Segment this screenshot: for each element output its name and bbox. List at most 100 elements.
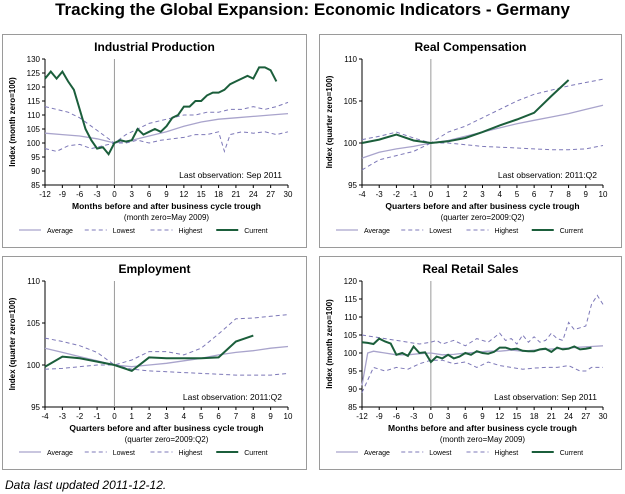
x-tick-label: -2	[76, 412, 84, 421]
legend-label-lowest: Lowest	[113, 228, 135, 235]
x-axis-label: Quarters before and after business cycle…	[69, 423, 263, 433]
y-tick-label: 105	[27, 319, 41, 328]
x-axis-label: Months before and after business cycle t…	[72, 201, 261, 211]
x-tick-label: 2	[463, 190, 468, 199]
x-tick-label: 0	[429, 412, 434, 421]
series-line-lowest	[44, 364, 289, 376]
x-tick-label: 4	[497, 190, 502, 199]
legend-label-highest: Highest	[495, 228, 519, 235]
legend-label-current: Current	[560, 450, 583, 457]
series-line-current	[361, 337, 592, 364]
x-axis-sublabel: (month zero=May 2009)	[440, 435, 525, 444]
x-tick-label: -3	[59, 412, 67, 421]
y-tick-label: 125	[27, 69, 41, 78]
legend-label-lowest: Lowest	[429, 450, 451, 457]
x-tick-label: -4	[358, 190, 366, 199]
series-line-lowest	[44, 131, 289, 154]
y-tick-label: 120	[27, 83, 41, 92]
y-tick-label: 130	[27, 55, 41, 64]
x-tick-label: -9	[59, 190, 67, 199]
x-tick-label: 8	[566, 190, 571, 199]
last-observation-note: Last observation: Sep 2011	[179, 170, 282, 180]
x-tick-label: 2	[147, 412, 152, 421]
x-tick-label: -1	[410, 190, 418, 199]
x-tick-label: 15	[197, 190, 206, 199]
series-line-current	[361, 79, 570, 145]
x-tick-label: 1	[130, 412, 135, 421]
x-axis-sublabel: (month zero=May 2009)	[124, 213, 209, 222]
y-axis-label: Index (month zero=100)	[325, 299, 334, 389]
x-tick-label: 21	[231, 190, 240, 199]
y-tick-label: 105	[344, 331, 358, 340]
x-tick-label: 1	[446, 190, 451, 199]
chart-panel-real-retail-sales: Real Retail Sales Index (month zero=100) 8…	[319, 256, 622, 470]
y-tick-label: 110	[27, 277, 40, 286]
y-axis-label: Index (quarter zero=100)	[8, 297, 17, 390]
y-tick-label: 95	[348, 367, 357, 376]
y-axis-label: Index (quarter zero=100)	[325, 75, 334, 168]
legend-label-average: Average	[47, 450, 73, 457]
series-line-lowest	[361, 359, 603, 393]
x-tick-label: 21	[547, 412, 556, 421]
y-tick-label: 100	[344, 139, 358, 148]
series-line-highest	[361, 78, 604, 144]
chart-panel-real-compensation: Real Compensation Index (quarter zero=100…	[319, 34, 622, 248]
chart-title: Industrial Production	[94, 40, 215, 54]
x-tick-label: -9	[376, 412, 384, 421]
y-tick-label: 100	[344, 349, 358, 358]
legend-label-current: Current	[560, 228, 583, 235]
x-tick-label: 9	[268, 412, 273, 421]
legend-label-highest: Highest	[179, 228, 203, 235]
series-line-average	[361, 345, 604, 386]
x-tick-label: 3	[446, 412, 451, 421]
x-tick-label: 18	[214, 190, 223, 199]
x-tick-label: -3	[94, 190, 102, 199]
x-tick-label: 15	[512, 412, 521, 421]
y-tick-label: 95	[31, 153, 40, 162]
last-observation-note: Last observation: 2011:Q2	[498, 170, 597, 180]
chart-real-compensation: Real Compensation Index (quarter zero=100…	[325, 40, 608, 235]
x-tick-label: 3	[130, 190, 135, 199]
x-tick-label: 7	[549, 190, 554, 199]
chart-industrial-production: Industrial Production Index (month zero=1…	[8, 40, 293, 235]
x-tick-label: -6	[393, 412, 401, 421]
chart-panel-industrial-production: Industrial Production Index (month zero=1…	[2, 34, 307, 248]
x-tick-label: 0	[429, 190, 434, 199]
x-tick-label: 5	[515, 190, 520, 199]
x-tick-label: 3	[480, 190, 485, 199]
y-tick-label: 95	[348, 181, 357, 190]
x-tick-label: 9	[584, 190, 589, 199]
x-tick-label: 0	[112, 190, 117, 199]
x-tick-label: 12	[495, 412, 504, 421]
x-tick-label: 9	[480, 412, 485, 421]
y-tick-label: 115	[27, 97, 40, 106]
chart-title: Employment	[118, 262, 190, 276]
chart-real-retail-sales: Real Retail Sales Index (month zero=100) 8…	[325, 262, 608, 457]
x-axis-label: Quarters before and after business cycle…	[385, 201, 579, 211]
x-tick-label: 10	[599, 190, 608, 199]
chart-title: Real Retail Sales	[422, 262, 518, 276]
x-tick-label: -12	[356, 412, 368, 421]
y-tick-label: 100	[27, 361, 41, 370]
x-tick-label: 27	[266, 190, 275, 199]
chart-title: Real Compensation	[414, 40, 526, 54]
x-tick-label: 30	[599, 412, 608, 421]
x-axis-sublabel: (quarter zero=2009:Q2)	[125, 435, 209, 444]
chart-panel-employment: Employment Index (quarter zero=100) 95 100 1…	[2, 256, 307, 470]
x-tick-label: -12	[39, 190, 51, 199]
x-tick-label: 10	[284, 412, 293, 421]
x-axis-sublabel: (quarter zero=2009:Q2)	[441, 213, 525, 222]
y-tick-label: 120	[344, 277, 358, 286]
x-axis-label: Months before and after business cycle t…	[388, 423, 577, 433]
y-tick-label: 110	[27, 111, 40, 120]
last-observation-note: Last observation: 2011:Q2	[183, 392, 282, 402]
y-tick-label: 90	[348, 385, 357, 394]
x-tick-label: 8	[251, 412, 256, 421]
legend-label-average: Average	[364, 228, 390, 235]
y-axis-label: Index (month zero=100)	[8, 77, 17, 167]
y-tick-label: 105	[27, 125, 41, 134]
legend-label-average: Average	[47, 228, 73, 235]
page-title: Tracking the Global Expansion: Economic …	[55, 0, 570, 19]
x-tick-label: 18	[530, 412, 539, 421]
x-tick-label: 0	[112, 412, 117, 421]
